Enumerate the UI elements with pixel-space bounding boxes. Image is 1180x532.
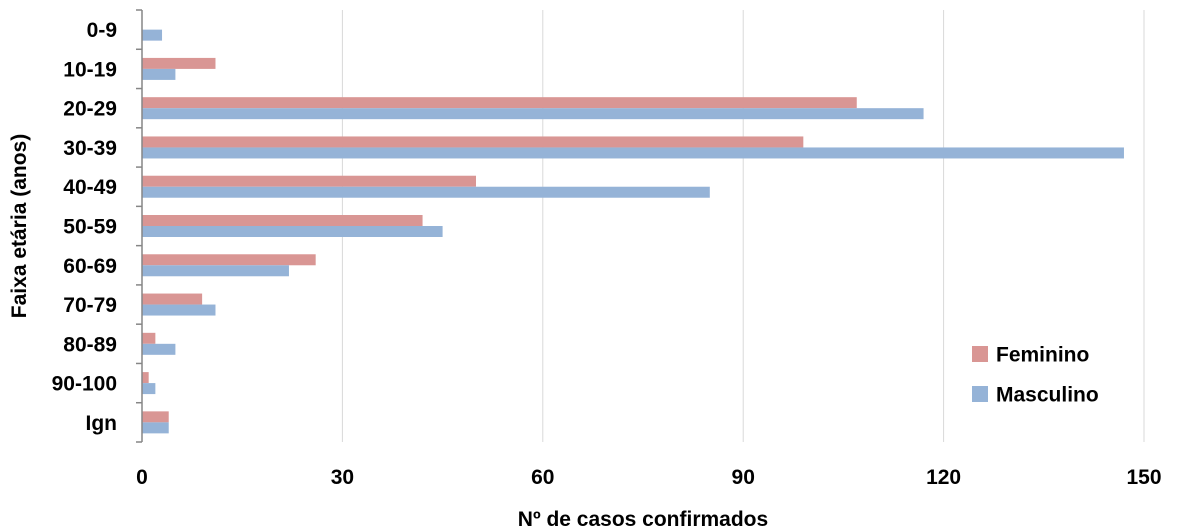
legend-label-masculino: Masculino: [996, 384, 1099, 407]
bar-feminino: [142, 57, 216, 69]
bar-masculino: [142, 265, 289, 277]
x-tick-label: 60: [531, 466, 554, 489]
x-tick-label: 0: [136, 466, 148, 489]
y-tick-label: 50-59: [63, 216, 117, 239]
bar-masculino: [142, 422, 169, 434]
y-tick-label: 60-69: [63, 255, 117, 278]
y-tick-label: 80-89: [63, 333, 117, 356]
bar-feminino: [142, 215, 423, 226]
x-tick-label: 30: [331, 466, 354, 489]
bar-feminino: [142, 372, 149, 384]
y-tick-label: 30-39: [63, 137, 117, 160]
bar-feminino: [142, 175, 476, 187]
bar-masculino: [142, 383, 156, 395]
y-axis-title: Faixa etária (anos): [8, 134, 31, 318]
bar-feminino: [142, 97, 857, 109]
x-axis-tick-labels: 0 30 60 90 120 150: [136, 466, 1161, 489]
x-axis-title: Nº de casos confirmados: [518, 508, 768, 531]
legend-swatch-feminino: [972, 346, 988, 362]
y-tick-label: 40-49: [63, 176, 117, 199]
y-tick-label: Ign: [86, 412, 118, 435]
legend-swatch-masculino: [972, 386, 988, 402]
bar-group: [142, 29, 1124, 434]
x-tick-label: 150: [1126, 466, 1161, 489]
y-tick-label: 70-79: [63, 294, 117, 317]
y-tick-label: 90-100: [52, 373, 117, 396]
x-tick-label: 90: [732, 466, 755, 489]
bar-feminino: [142, 411, 169, 423]
bar-masculino: [142, 304, 216, 316]
y-tick-label: 0-9: [87, 19, 117, 42]
bar-masculino: [142, 147, 1124, 159]
x-tick-label: 120: [926, 466, 961, 489]
legend: Feminino Masculino: [972, 344, 1099, 407]
legend-label-feminino: Feminino: [996, 344, 1089, 367]
bar-masculino: [142, 68, 176, 80]
bar-masculino: [142, 108, 924, 120]
y-tick-label: 20-29: [63, 98, 117, 121]
y-axis-ticks: [136, 9, 142, 443]
bar-feminino: [142, 254, 316, 266]
grid-lines: [341, 10, 1145, 442]
bar-masculino: [142, 343, 176, 355]
y-tick-label: 10-19: [63, 58, 117, 81]
bar-masculino: [142, 29, 163, 41]
bar-feminino: [142, 332, 156, 344]
y-axis-tick-labels: 0-9 10-19 20-29 30-39 40-49 50-59 60-69 70-79 80…: [52, 19, 117, 435]
bar-masculino: [142, 226, 443, 237]
bar-masculino: [142, 186, 710, 198]
bar-feminino: [142, 293, 203, 305]
bar-feminino: [142, 136, 804, 148]
